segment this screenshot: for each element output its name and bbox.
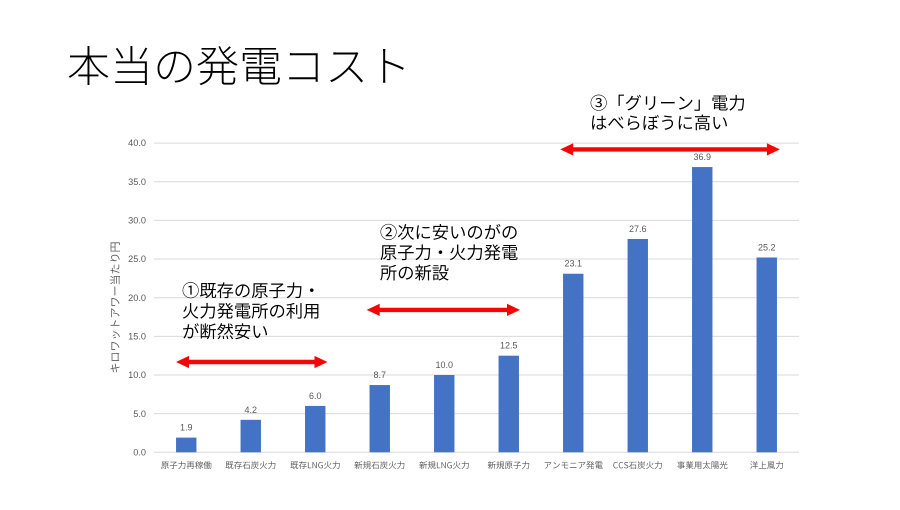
svg-text:12.5: 12.5 <box>500 341 518 351</box>
svg-text:5.0: 5.0 <box>133 409 146 419</box>
svg-text:35.0: 35.0 <box>128 177 146 187</box>
svg-text:1.9: 1.9 <box>180 423 193 433</box>
svg-text:30.0: 30.0 <box>128 216 146 226</box>
svg-text:15.0: 15.0 <box>128 331 146 341</box>
svg-text:6.0: 6.0 <box>309 391 322 401</box>
svg-text:40.0: 40.0 <box>128 138 146 148</box>
svg-text:4.2: 4.2 <box>244 405 257 415</box>
svg-text:36.9: 36.9 <box>693 152 711 162</box>
svg-text:23.1: 23.1 <box>564 259 582 269</box>
svg-text:10.0: 10.0 <box>435 360 453 370</box>
svg-text:25.0: 25.0 <box>128 254 146 264</box>
svg-text:10.0: 10.0 <box>128 370 146 380</box>
svg-text:0.0: 0.0 <box>133 447 146 457</box>
svg-text:8.7: 8.7 <box>373 370 386 380</box>
svg-text:27.6: 27.6 <box>629 224 647 234</box>
svg-text:25.2: 25.2 <box>758 243 776 253</box>
svg-text:20.0: 20.0 <box>128 293 146 303</box>
